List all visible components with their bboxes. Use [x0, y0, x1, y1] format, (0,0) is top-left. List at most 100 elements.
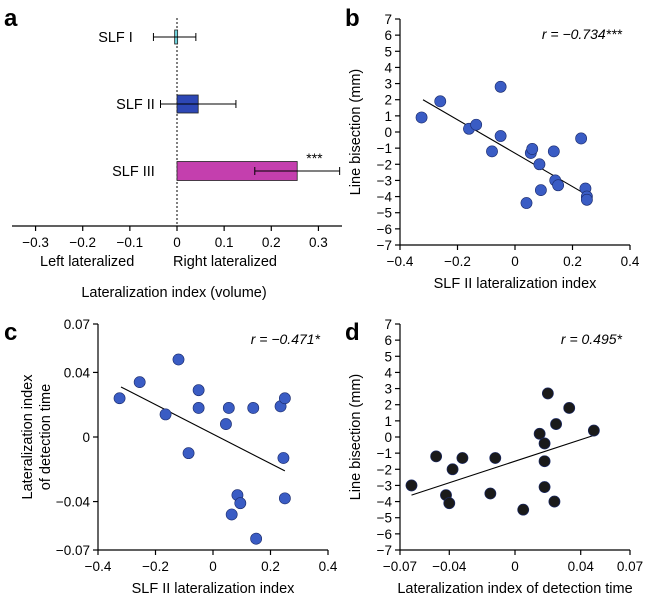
y-tick-label: 7 [384, 317, 392, 332]
significance-marker: *** [306, 150, 323, 166]
regression-line [411, 434, 595, 496]
x-axis-title: SLF II lateralization index [434, 276, 598, 292]
data-point [489, 452, 502, 464]
x-tick-label: 0.2 [261, 559, 280, 574]
x-tick-label: 0 [173, 235, 181, 250]
x-tick-label: 0 [209, 559, 217, 574]
x-tick-label: −0.2 [444, 254, 471, 269]
data-point [580, 193, 593, 206]
data-point [538, 437, 551, 450]
data-point [192, 402, 205, 414]
data-point [405, 479, 418, 492]
data-point [222, 402, 235, 414]
data-point [415, 111, 428, 124]
data-point [133, 376, 146, 389]
x-axis-title: Lateralization index of detection time [397, 581, 632, 597]
y-tick-label: −5 [377, 206, 392, 221]
data-point [113, 392, 126, 405]
data-point [547, 145, 560, 158]
data-point [278, 492, 291, 505]
x-tick-label: −0.2 [142, 559, 169, 574]
y-tick-label: 0.07 [64, 317, 90, 332]
y-tick-label: 0 [384, 430, 392, 445]
data-point [494, 80, 507, 93]
data-point [443, 497, 456, 510]
y-tick-label: 7 [384, 12, 392, 27]
y-tick-label: 6 [384, 28, 392, 43]
panel-c-scatter: 0.07 0.04 0 −0.04 −0.07−0.4 −0.2 0 0.2 0.4 r = −0… [20, 317, 338, 597]
y-tick-label: 0 [384, 125, 392, 140]
data-point [172, 353, 185, 366]
data-point [430, 450, 443, 463]
y-tick-label: 1 [384, 109, 392, 124]
data-point [486, 145, 498, 158]
y-tick-label: −0.04 [56, 495, 91, 510]
data-point [247, 402, 260, 414]
category-label: SLF II [116, 97, 155, 113]
y-tick-label: −4 [377, 190, 393, 205]
panel-a-bar-chart: −0.3 −0.2 −0.1 0 0.1 0.2 0.3 SLF I SLF II SLF III… [12, 18, 342, 301]
regression-line [422, 99, 588, 196]
x-tick-label: −0.07 [383, 559, 417, 574]
y-tick-label: 6 [384, 333, 392, 348]
panel-letter-d: d [345, 319, 360, 346]
x-tick-label: 0 [511, 254, 519, 269]
panel-letter-a: a [4, 5, 18, 32]
data-point [434, 95, 447, 108]
y-axis-title: Line bisection (mm) [348, 374, 364, 501]
data-point [234, 497, 247, 510]
data-point [587, 424, 600, 437]
y-tick-label: 4 [384, 365, 392, 380]
data-point [552, 179, 565, 192]
data-point [220, 418, 232, 430]
data-point [563, 402, 576, 414]
x-tick-label: −0.04 [432, 559, 467, 574]
data-point [277, 452, 290, 464]
x-tick-label: 0.04 [568, 559, 595, 574]
regression-line [120, 386, 286, 472]
left-lateralized-note: Left lateralized [40, 254, 134, 270]
y-tick-label: −0.07 [56, 543, 90, 558]
y-axis-title-line: Lateralization index [20, 374, 36, 500]
x-tick-label: 0.3 [309, 235, 328, 250]
x-tick-label: 0.2 [563, 254, 582, 269]
y-tick-label: −2 [377, 462, 392, 477]
y-tick-label: 2 [384, 93, 392, 108]
right-lateralized-note: Right lateralized [173, 254, 277, 270]
x-tick-label: −0.2 [69, 235, 96, 250]
y-axis-title-line: of detection time [38, 384, 54, 490]
data-point [541, 387, 554, 400]
y-tick-label: 0.04 [64, 365, 91, 380]
category-label: SLF III [112, 164, 155, 180]
y-tick-label: −3 [377, 478, 392, 493]
data-point [192, 384, 205, 397]
x-tick-label: 0.4 [621, 254, 640, 269]
data-point [159, 408, 172, 421]
x-tick-label: −0.4 [85, 559, 112, 574]
data-point [548, 495, 561, 508]
data-point [526, 143, 539, 155]
data-point [250, 532, 263, 545]
y-tick-label: −6 [377, 527, 392, 542]
y-tick-label: 0 [82, 430, 90, 445]
y-tick-label: −5 [377, 511, 392, 526]
y-tick-label: 3 [384, 77, 392, 92]
correlation-stat: r = −0.734*** [542, 26, 623, 42]
data-point [456, 452, 469, 464]
y-tick-label: 5 [384, 44, 392, 59]
y-tick-label: 3 [384, 382, 392, 397]
y-tick-label: −3 [377, 173, 392, 188]
data-point [494, 130, 507, 142]
data-point [278, 392, 291, 405]
panel-letter-b: b [345, 5, 360, 32]
data-point [538, 481, 551, 493]
y-tick-label: 4 [384, 60, 392, 75]
y-tick-label: −7 [377, 238, 392, 253]
y-tick-label: 2 [384, 398, 392, 413]
x-tick-label: −0.1 [117, 235, 144, 250]
data-point [484, 487, 497, 500]
data-point [470, 118, 483, 131]
data-point [517, 503, 530, 516]
